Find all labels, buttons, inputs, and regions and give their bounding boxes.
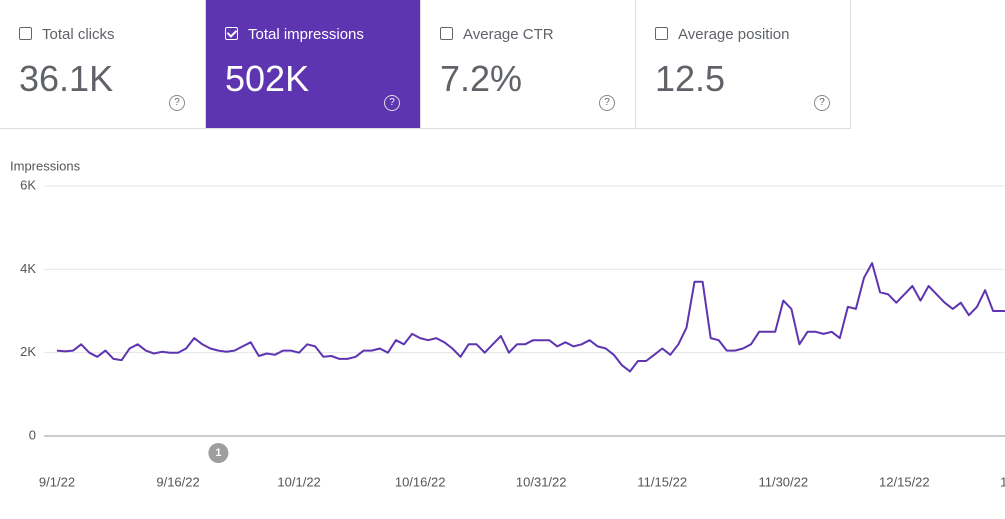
annotation-marker — [208, 443, 229, 463]
metric-label: Total clicks — [42, 26, 115, 43]
metric-label: Average CTR — [463, 26, 554, 43]
series-line — [56, 262, 1005, 373]
metric-card[interactable]: Average CTR 7.2%? — [421, 0, 636, 129]
y-tick-label: 2K — [20, 344, 36, 359]
x-tick-label: 10/31/22 — [516, 474, 567, 489]
x-tick-label: 9/16/22 — [156, 474, 199, 489]
chart: Impressions 0 2K 4K 6K 9/1/22 9/16/22 10/1/22 1… — [10, 158, 1005, 489]
x-tick-label: 11/30/22 — [758, 474, 808, 489]
metric-value: 7.2% — [440, 58, 523, 99]
metric-card[interactable]: Total clicks 36.1K? — [0, 0, 206, 129]
annotation-label: 1 — [215, 447, 221, 459]
help-icon[interactable]: ? — [169, 95, 185, 111]
help-icon[interactable]: ? — [384, 95, 400, 111]
metric-label: Average position — [678, 26, 790, 43]
y-axis-label: Impressions — [10, 158, 81, 173]
x-tick-label: 12/15/22 — [879, 474, 930, 489]
x-tick-label: 10/16/22 — [395, 474, 446, 489]
help-icon[interactable]: ? — [814, 95, 830, 111]
metric-card[interactable]: Average position 12.5? — [636, 0, 851, 129]
checkbox[interactable] — [655, 27, 668, 40]
metric-card[interactable]: Total impressions 502K? — [206, 0, 421, 129]
x-tick-label: 9/1/22 — [39, 474, 75, 489]
help-icon[interactable]: ? — [599, 95, 615, 111]
metric-value: 12.5 — [655, 58, 726, 99]
checkbox[interactable] — [225, 27, 238, 40]
x-tick-label: 12/30/22 — [1000, 474, 1005, 489]
checkbox[interactable] — [440, 27, 453, 40]
x-tick-label: 11/15/22 — [637, 474, 687, 489]
x-tick-label: 10/1/22 — [277, 474, 320, 489]
metric-value: 36.1K — [19, 58, 114, 99]
y-tick-label: 0 — [29, 427, 36, 442]
checkbox[interactable] — [19, 27, 32, 40]
metric-cards: Total clicks 36.1K? Total impressions 502K?… — [0, 0, 851, 130]
metric-label: Total impressions — [248, 26, 364, 43]
y-tick-label: 4K — [20, 261, 36, 276]
y-tick-label: 6K — [20, 177, 36, 192]
metric-value: 502K — [225, 58, 310, 99]
